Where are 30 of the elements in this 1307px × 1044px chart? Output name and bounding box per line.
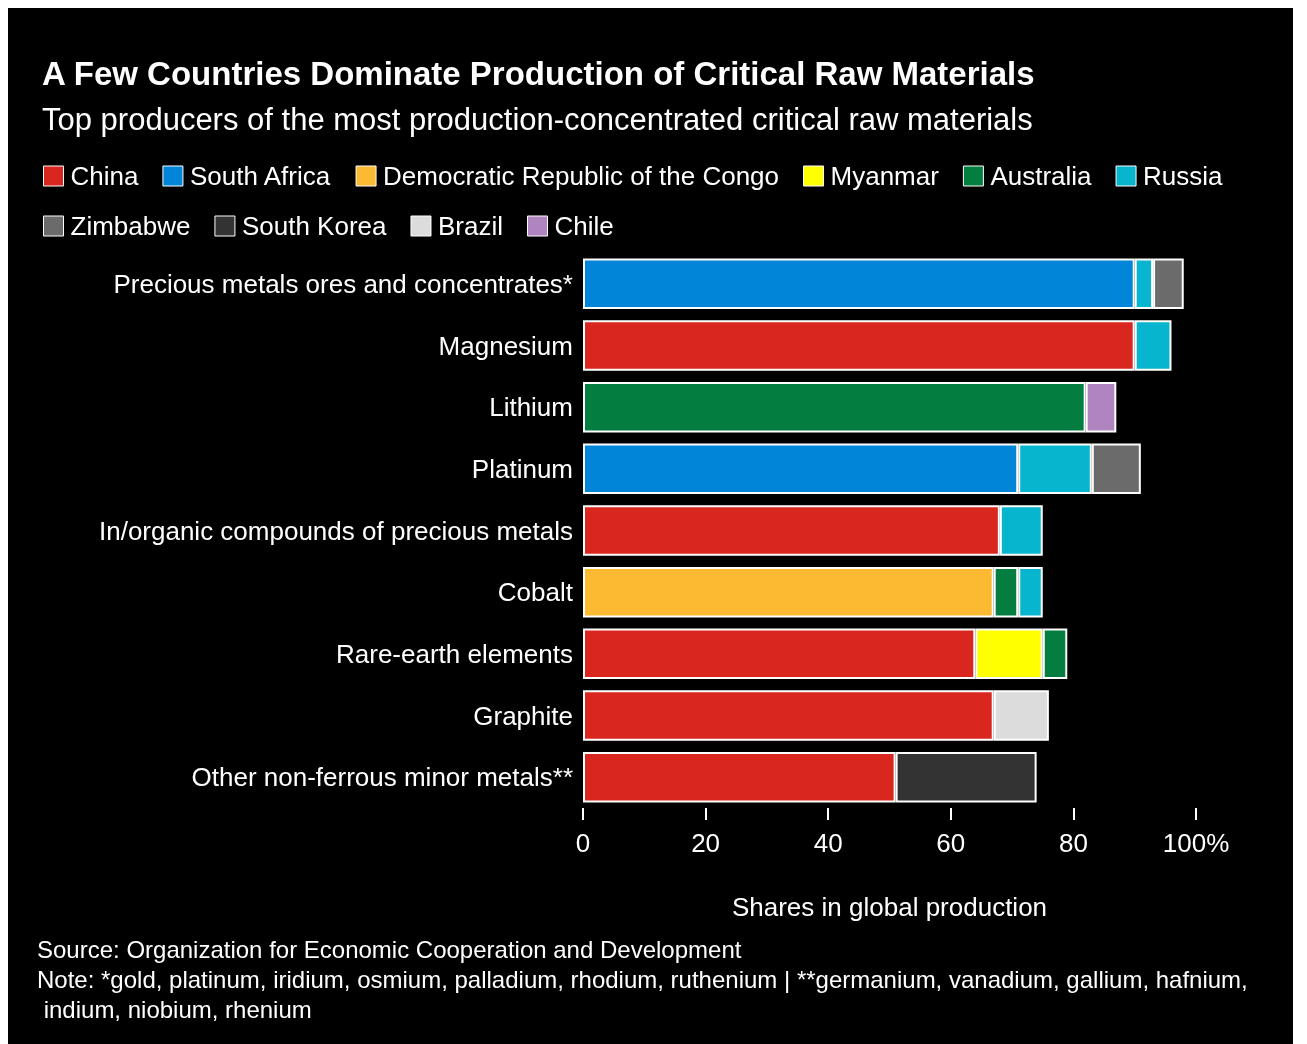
x-tick-label: 20: [691, 828, 721, 858]
y-tick-label: Precious metals ores and concentrates*: [113, 268, 573, 299]
legend-label: China: [70, 161, 139, 191]
x-tick-label: 100%: [1162, 828, 1230, 858]
y-tick-label: In/organic compounds of precious metals: [98, 515, 573, 546]
legend-label: Russia: [1143, 161, 1224, 191]
x-tick-label: 0: [575, 828, 591, 858]
legend-label: Chile: [554, 211, 614, 241]
legend-label: South Africa: [189, 161, 331, 191]
y-tick-label: Rare-earth elements: [336, 638, 573, 669]
legend-label: Brazil: [437, 211, 503, 241]
chart-subtitle: Top producers of the most production-concentrated critical raw materials: [42, 102, 1033, 137]
y-tick-label: Platinum: [471, 453, 573, 484]
legend-label: Democratic Republic of the Congo: [383, 161, 780, 191]
x-axis-title: Shares in global production: [731, 892, 1048, 922]
chart-title: A Few Countries Dominate Production of Critical Raw Materials: [42, 55, 1035, 92]
legend-label: Australia: [990, 161, 1093, 191]
y-tick-label: Cobalt: [497, 577, 574, 608]
legend-label: Zimbabwe: [70, 211, 191, 241]
text: Note: *gold, platinum, iridium, osmium, palladium, rhodium, ruthenium | **germanium, vanadium, gallium, hafnium, indium, niobium, rhenium: [37, 965, 1248, 1023]
y-tick-label: Magnesium: [438, 330, 573, 361]
x-tick-label: 40: [813, 828, 843, 858]
legend-label: Myanmar: [830, 161, 940, 191]
x-tick-label: 80: [1058, 828, 1088, 858]
y-tick-label: Graphite: [473, 700, 573, 731]
y-tick-label: Other non-ferrous minor metals**: [191, 762, 573, 793]
source-note: Source: Organization for Economic Cooperation and Development: [37, 935, 742, 963]
legend-label: South Korea: [241, 211, 388, 241]
x-tick-label: 60: [936, 828, 966, 858]
y-tick-label: Lithium: [489, 392, 573, 423]
